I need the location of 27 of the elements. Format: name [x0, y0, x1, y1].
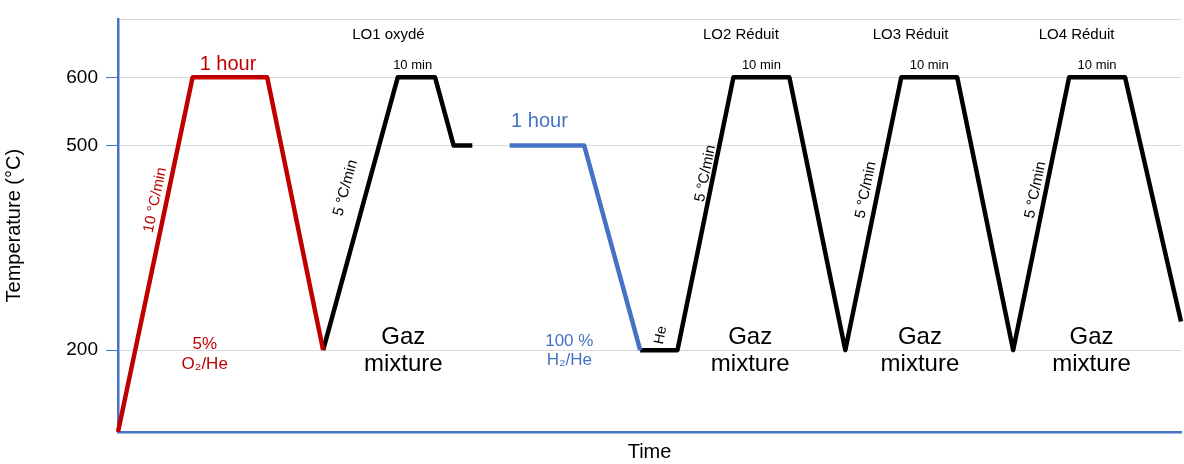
annotation: 10 min: [909, 57, 949, 73]
annotation: 5 °C/min: [850, 159, 879, 220]
y-tick-label: 200: [66, 338, 98, 360]
annotation: Gaz mixture: [880, 321, 960, 377]
annotation: 10 °C/min: [138, 165, 170, 234]
annotation: 5 °C/min: [328, 157, 361, 218]
annotation: 5% O₂/He: [181, 334, 228, 373]
annotation: LO4 Réduit: [1038, 25, 1116, 43]
annotation: LO3 Réduit: [872, 25, 950, 43]
annotation: 10 min: [393, 57, 433, 73]
annotation: Gaz mixture: [363, 321, 443, 377]
annotation: 1 hour: [199, 51, 257, 74]
annotation: Gaz mixture: [710, 321, 790, 377]
y-tick-label: 600: [66, 65, 98, 87]
annotation: 5 °C/min: [690, 143, 719, 204]
y-axis-title: Temperature (°C): [1, 148, 24, 303]
annotation: 100 % H₂/He: [545, 330, 594, 370]
annotation: 1 hour: [511, 108, 569, 131]
annotation: 10 min: [741, 57, 781, 73]
annotation: LO2 Réduit: [702, 25, 780, 43]
annotation: He: [649, 324, 670, 346]
annotation: Gaz mixture: [1052, 321, 1131, 377]
annotation: LO1 oxydé: [352, 25, 425, 43]
annotation: 10 min: [1077, 57, 1117, 73]
annotation: 5 °C/min: [1020, 159, 1049, 220]
x-axis-title: Time: [627, 439, 672, 462]
y-tick-label: 500: [66, 133, 98, 155]
